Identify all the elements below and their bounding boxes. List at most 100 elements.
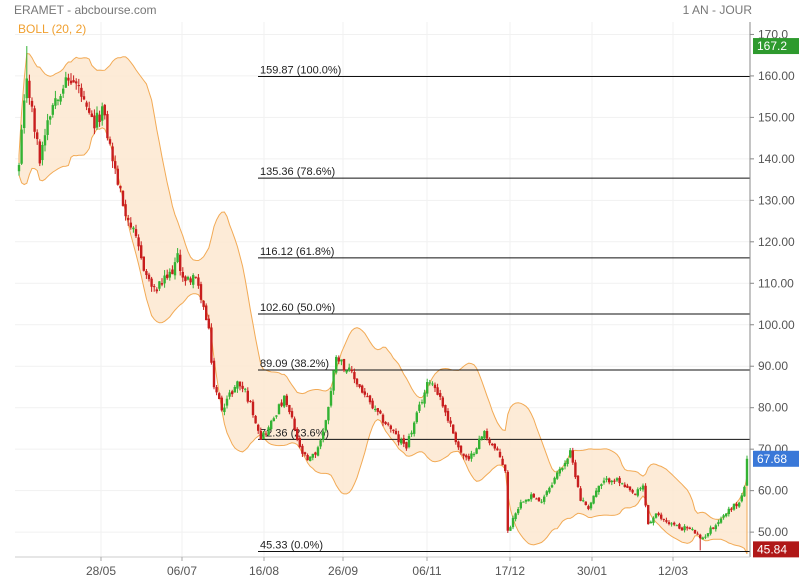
- price-tick-label: 90.00: [758, 359, 788, 373]
- candle-body: [548, 487, 551, 493]
- candle-body: [119, 185, 122, 189]
- candle-body: [566, 458, 569, 464]
- candle-body: [631, 489, 634, 493]
- price-markers: 167.2 67.68 45.84: [753, 38, 799, 558]
- candle-body: [592, 495, 595, 504]
- candle-body: [194, 276, 197, 278]
- time-tick-label: 06/11: [412, 564, 441, 578]
- candle-body: [527, 499, 530, 502]
- time-tick-label: 12/03: [658, 564, 688, 578]
- candle-body: [636, 489, 639, 496]
- candle-body: [166, 274, 169, 279]
- fibonacci-label: 135.36 (78.6%): [260, 166, 335, 178]
- candle-body: [43, 135, 47, 146]
- time-axis: 28/05 06/07 16/08 26/09 06/11 17/12 30/01 12/03: [86, 557, 688, 578]
- candle-body: [712, 527, 715, 529]
- candle-body: [608, 478, 611, 483]
- candle-body: [415, 412, 418, 423]
- candle-body: [504, 464, 507, 472]
- candle-body: [218, 393, 221, 400]
- candle-body: [436, 387, 439, 395]
- candle-body: [368, 395, 372, 403]
- candle-body: [449, 420, 452, 424]
- candle-body: [623, 484, 626, 488]
- candle-body: [33, 108, 36, 132]
- candle-body: [610, 480, 613, 483]
- candle-body: [257, 424, 260, 431]
- candle-body: [605, 478, 608, 480]
- candle-body: [576, 475, 580, 487]
- candle-body: [184, 276, 187, 282]
- candle-body: [745, 458, 749, 486]
- candle-body: [67, 77, 70, 81]
- candle-body: [535, 498, 538, 500]
- candle-body: [654, 513, 658, 518]
- time-tick-label: 06/07: [167, 564, 197, 578]
- price-tick-label: 100.00: [758, 318, 795, 332]
- candle-body: [459, 445, 463, 453]
- candle-body: [36, 132, 39, 140]
- candle-body: [30, 100, 34, 107]
- candle-body: [696, 533, 699, 535]
- candle-body: [142, 256, 145, 271]
- candle-body: [137, 237, 140, 247]
- candle-body: [410, 432, 413, 435]
- candle-body: [236, 381, 239, 389]
- candle-body: [350, 369, 353, 372]
- candle-body: [163, 275, 166, 284]
- price-tick-label: 80.00: [758, 401, 788, 415]
- candle-body: [394, 430, 398, 435]
- candle-body: [691, 528, 694, 530]
- candle-body: [423, 392, 426, 404]
- candle-body: [470, 453, 473, 459]
- candle-body: [366, 396, 369, 398]
- candle-body: [88, 108, 91, 113]
- candle-body: [121, 190, 125, 206]
- candle-body: [267, 427, 270, 435]
- candle-body: [332, 370, 335, 391]
- candle-body: [626, 485, 629, 488]
- candle-body: [20, 129, 23, 164]
- price-tick-label: 60.00: [758, 484, 788, 498]
- candle-body: [506, 471, 509, 531]
- candle-body: [342, 359, 346, 371]
- candle-body: [93, 115, 96, 129]
- candle-body: [657, 513, 660, 516]
- price-tick-label: 140.00: [758, 152, 795, 166]
- candle-body: [296, 428, 299, 440]
- candle-body: [615, 478, 619, 481]
- candle-body: [72, 80, 75, 83]
- price-marker-box: [753, 450, 799, 467]
- candle-body: [95, 112, 99, 128]
- candle-body: [56, 99, 60, 101]
- candle-body: [602, 480, 606, 483]
- candle-body: [319, 440, 322, 447]
- candle-body: [662, 518, 665, 520]
- candle-body: [337, 357, 340, 362]
- candle-body: [597, 485, 600, 493]
- candle-body: [363, 391, 366, 395]
- candle-body: [25, 78, 28, 99]
- candle-body: [207, 318, 210, 329]
- candle-body: [316, 447, 320, 456]
- candle-body: [480, 436, 483, 440]
- fibonacci-label: 89.09 (38.2%): [260, 358, 329, 370]
- candle-body: [358, 384, 361, 388]
- candle-body: [249, 401, 252, 403]
- candle-body: [693, 529, 697, 534]
- candle-body: [701, 537, 704, 540]
- candle-body: [644, 485, 647, 506]
- candle-body: [202, 300, 205, 307]
- candle-body: [371, 400, 374, 409]
- candle-body: [153, 286, 156, 288]
- candle-body: [192, 275, 195, 285]
- candle-body: [649, 521, 652, 524]
- candle-body: [405, 442, 408, 449]
- candle-body: [17, 165, 21, 172]
- candle-body: [675, 525, 678, 527]
- candle-body: [77, 85, 80, 87]
- time-tick-label: 17/12: [495, 564, 525, 578]
- candle-body: [228, 392, 231, 397]
- candle-body: [740, 495, 743, 502]
